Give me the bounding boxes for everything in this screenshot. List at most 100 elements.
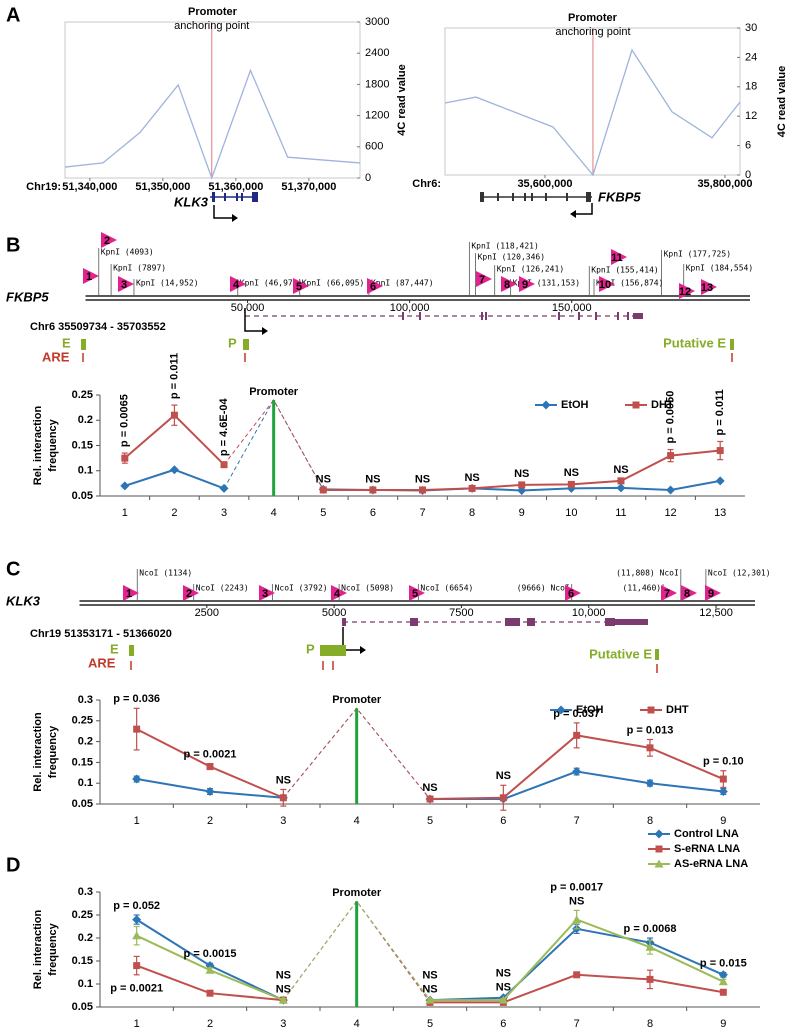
fragment-label: 1 [86,271,92,283]
y-tick-label: 12 [745,110,757,122]
data-point [206,989,214,997]
fragment-marker [705,585,721,601]
x-tick-label: 8 [647,815,653,827]
data-point [666,485,676,495]
fragment-marker [118,276,134,292]
x-tick-label: 3 [221,507,227,519]
legend-label: EtOH [576,704,604,716]
y-tick-label: 0.05 [72,798,93,810]
scale-label: 5000 [322,607,346,619]
y-tick-label: 0 [365,172,371,184]
site-label: KpnI (118,421) [471,242,538,251]
element-label: Putative E [589,646,652,661]
data-point [120,481,130,491]
fragment-marker [331,585,347,601]
legend-marker [654,859,664,868]
data-point [715,476,725,486]
data-point [616,483,626,493]
fragment-marker [101,232,117,248]
x-tick-label: 3 [280,815,286,827]
annotation: NS [496,981,511,993]
promoter-label: Promoter [332,887,382,899]
fragment-label: 1 [126,588,132,600]
element-label: ARE [88,655,116,670]
element-label: ARE [42,349,70,364]
annotation: p = 0.015 [700,957,747,969]
annotation: NS [496,770,511,782]
x-tick-label: 7 [574,815,580,827]
fragment-label: 6 [568,588,574,600]
data-point [518,481,526,489]
x-axis-prefix: Chr19: [26,181,61,193]
fragment-label: 10 [599,279,611,291]
data-point [205,787,215,797]
site-label: NcoI (3792) [275,584,328,593]
annotation: p = 0.10 [703,756,744,768]
data-point [719,775,727,783]
annotation: p = 0.0050 [664,391,676,444]
fragment-marker [123,585,139,601]
legend-marker [556,705,566,715]
y-tick-label: 0.15 [72,955,93,967]
fragment-marker [519,276,535,292]
fragment-marker [681,585,697,601]
y-tick-label: 600 [365,141,383,153]
panel-label: A [6,4,20,26]
site-label: NcoI (6654) [420,584,473,593]
site-label: NcoI (1134) [139,569,192,578]
y-tick-label: 0.25 [72,715,93,727]
data-point [718,977,728,986]
annotation: NS [422,782,437,794]
y-tick-label: 0.25 [72,909,93,921]
data-point [468,484,476,492]
anchor-label: anchoring point [555,26,630,38]
y-tick-label: 24 [745,51,757,63]
fragment-marker [661,585,677,601]
y-tick-label: 0.2 [78,414,93,426]
fragment-marker [565,585,581,601]
y-axis-label: frequency [47,922,59,975]
fragment-label: 2 [104,235,110,247]
annotation: p = 0.0015 [184,948,237,960]
site-label: KpnI (177,725) [664,250,731,259]
fragment-marker [679,283,695,299]
site-label: (11,808) NcoI [616,569,679,578]
annotation: NS [422,970,437,982]
legend-label: AS-eRNA LNA [674,858,748,870]
site-label: KpnI (87,447) [371,279,434,288]
site-label: KpnI (46,976) [240,279,303,288]
promoter-label: Promoter [249,386,299,398]
data-point [567,480,575,488]
y-tick-label: 30 [745,22,757,34]
gene-label: FKBP5 [6,289,49,304]
scale-label: 150,000 [552,302,592,314]
promoter-dashed-line [282,900,431,1003]
annotation: p = 0.011 [714,389,726,435]
site-label: NcoI (12,301) [708,569,771,578]
y-tick-label: 1800 [365,78,389,90]
y-axis-label: 4C read value [776,66,788,138]
y-tick-label: 0.3 [78,886,93,898]
scale-label: 7500 [449,607,473,619]
coordinates: Chr6 35509734 - 35703552 [30,321,166,333]
x-tick-label: 51,370,000 [281,181,336,193]
data-point [718,970,728,980]
x-tick-label: 35,800,000 [697,178,752,190]
x-tick-label: 3 [280,1018,286,1030]
fragment-marker [501,276,517,292]
x-tick-label: 8 [469,507,475,519]
coordinates: Chr19 51353171 - 51366020 [30,628,172,640]
legend-marker [647,706,655,714]
site-label: KpnI (120,346) [478,253,545,262]
annotation: p = 0.0065 [119,394,131,447]
y-axis-label: 4C read value [396,64,408,136]
data-point [219,483,229,493]
data-point [205,965,215,974]
data-point [425,995,435,1004]
y-tick-label: 0.2 [78,932,93,944]
y-tick-label: 0.15 [72,439,93,451]
site-label: KpnI (66,095) [302,279,365,288]
scale-label: 100,000 [390,302,430,314]
x-tick-label: 5 [320,507,326,519]
fragment-marker [599,276,615,292]
